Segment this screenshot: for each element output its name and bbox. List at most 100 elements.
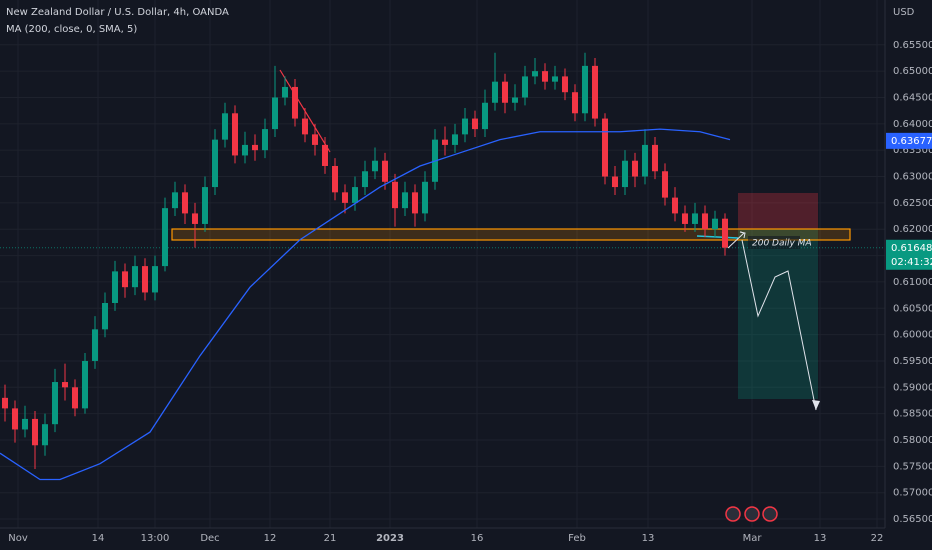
x-tick-label: 22 <box>871 533 884 544</box>
x-tick-label: 12 <box>264 533 277 544</box>
candle-body <box>82 360 88 409</box>
candle-body <box>592 65 598 119</box>
plot <box>0 52 731 481</box>
y-tick-label: 0.63000 <box>893 172 932 183</box>
candle-body <box>622 160 628 188</box>
support-zone <box>171 228 851 241</box>
candle-body <box>662 171 668 198</box>
stop-zone <box>738 193 818 229</box>
y-tick-label: 0.58000 <box>893 435 932 446</box>
candle-body <box>132 266 138 288</box>
x-tick-label: 14 <box>92 533 105 544</box>
arrow-path <box>741 239 817 411</box>
chart-subtitle: MA (200, close, 0, SMA, 5) <box>6 24 137 35</box>
candle-body <box>492 81 498 103</box>
candle-body <box>382 160 388 182</box>
candle-body <box>692 213 698 224</box>
y-tick-label: 0.65500 <box>893 40 932 51</box>
candle-body <box>352 187 358 203</box>
candle-body <box>682 213 688 224</box>
candle-body <box>182 192 188 214</box>
candle-body <box>522 76 528 98</box>
candle-body <box>52 382 58 425</box>
candle-body <box>422 181 428 214</box>
candle-body <box>612 176 618 188</box>
candle-body <box>412 192 418 214</box>
candle-body <box>462 118 468 135</box>
candle-body <box>552 76 558 82</box>
candle-body <box>62 382 68 388</box>
x-tick-label: Dec <box>200 533 219 544</box>
candle-body <box>162 208 168 267</box>
last-price-box <box>886 239 932 270</box>
candle-body <box>42 424 48 446</box>
candle-body <box>712 218 718 230</box>
ma-price-box <box>886 132 932 149</box>
ma-marker <box>696 235 739 239</box>
y-tick-label: 0.59000 <box>893 382 932 393</box>
arrow <box>727 231 746 249</box>
candle-body <box>172 192 178 209</box>
arrow-head <box>812 400 820 410</box>
y-tick-label: 0.56500 <box>893 514 932 525</box>
candle-body <box>2 397 8 409</box>
last-price-label: 0.61648 <box>891 243 932 254</box>
candle-body <box>542 71 548 82</box>
candle-body <box>392 181 398 209</box>
x-tick-label: Nov <box>8 533 28 544</box>
candle-body <box>282 86 288 98</box>
candle-body <box>192 213 198 224</box>
y-tick-label: 0.62500 <box>893 198 932 209</box>
candle-body <box>602 118 608 177</box>
candle-body <box>502 81 508 103</box>
candle-body <box>642 144 648 177</box>
candle-body <box>222 113 228 140</box>
candle-body <box>212 139 218 188</box>
y-tick-label: 0.61000 <box>893 277 932 288</box>
candle-body <box>632 160 638 177</box>
y-tick-label: 0.64000 <box>893 119 932 130</box>
candle-body <box>202 187 208 224</box>
countdown: 02:41:32 <box>891 257 932 268</box>
candle-body <box>362 171 368 188</box>
x-tick-label: 13 <box>814 533 827 544</box>
candle-body <box>452 134 458 145</box>
candle-body <box>302 118 308 135</box>
candle-body <box>112 271 118 303</box>
y-tick-label: 0.60500 <box>893 303 932 314</box>
candle-body <box>102 302 108 330</box>
candle-body <box>242 144 248 156</box>
candle-body <box>372 160 378 172</box>
candle-body <box>652 144 658 172</box>
x-tick-label: 13 <box>642 533 655 544</box>
x-tick-label: 16 <box>471 533 484 544</box>
candle-body <box>472 118 478 130</box>
candle-body <box>262 129 268 151</box>
candle-body <box>142 266 148 293</box>
candle-body <box>722 218 728 248</box>
candle-body <box>672 197 678 214</box>
candle-body <box>32 418 38 446</box>
candle-body <box>442 139 448 145</box>
y-tick-label: 0.58500 <box>893 409 932 420</box>
candle-body <box>512 97 518 103</box>
candle-body <box>232 113 238 156</box>
candle-body <box>572 92 578 114</box>
y-tick-label: 0.60000 <box>893 330 932 341</box>
candle-body <box>152 266 158 293</box>
x-tick-label: Feb <box>568 533 586 544</box>
candle-body <box>12 408 18 430</box>
candle-body <box>22 418 28 430</box>
candle-body <box>272 97 278 130</box>
y-tick-label: 0.64500 <box>893 92 932 103</box>
y-tick-label: 0.62000 <box>893 224 932 235</box>
axes: 0.56500 0.57000 0.57500 0.58000 0.58500 0.590… <box>8 40 932 544</box>
y-tick-label: 0.65000 <box>893 66 932 77</box>
y-tick-label: 0.57500 <box>893 461 932 472</box>
candle-body <box>322 144 328 166</box>
candle-body <box>312 134 318 145</box>
candle-body <box>562 76 568 93</box>
candle-body <box>482 102 488 130</box>
target-zone <box>738 229 818 399</box>
price-axis <box>885 0 932 550</box>
